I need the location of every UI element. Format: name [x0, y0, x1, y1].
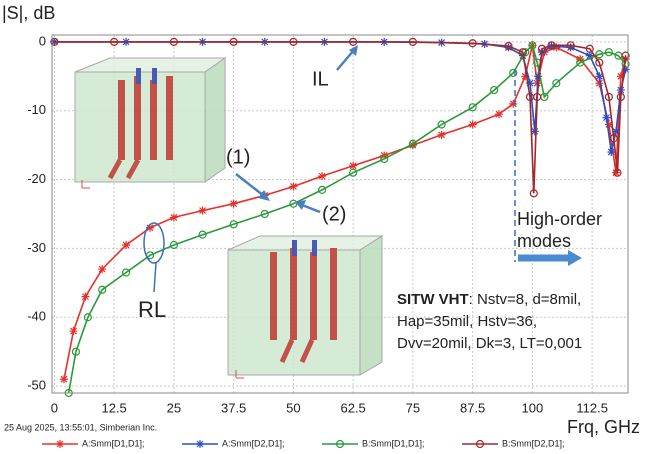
marker: [122, 241, 130, 249]
model-side: [360, 236, 382, 375]
x-tick-label: 12.5: [101, 400, 126, 415]
sitw-line: Dvv=20mil, Dk=3, LT=0,001: [397, 335, 582, 352]
x-tick-label: 0: [51, 400, 58, 415]
annotation: modes: [517, 231, 571, 251]
sitw-line: : Nstv=8, d=8mil,: [469, 291, 582, 308]
marker: [289, 182, 297, 190]
annotation: SITW VHT: Nstv=8, d=8mil,: [397, 291, 581, 308]
marker: [199, 207, 207, 215]
legend-label: B:Smm[D2,D1];: [502, 438, 565, 448]
model-image: [228, 236, 382, 378]
marker: [469, 121, 477, 129]
model-side: [205, 58, 225, 182]
x-tick-label: 100: [522, 400, 544, 415]
model-via: [150, 80, 157, 160]
annotation: IL: [312, 68, 329, 90]
model-via: [136, 68, 141, 84]
model-via: [152, 68, 157, 84]
marker: [318, 172, 326, 180]
annotation: High-order: [517, 209, 602, 229]
legend-label: B:Smm[D1,D1];: [362, 438, 425, 448]
y-tick-label: -30: [27, 240, 46, 255]
marker: [495, 110, 503, 118]
x-tick-label: 87.5: [460, 400, 485, 415]
x-tick-label: 50: [286, 400, 300, 415]
x-tick-label: 75: [406, 400, 420, 415]
marker: [81, 293, 89, 301]
y-tick-label: -20: [27, 171, 46, 186]
marker: [170, 213, 178, 221]
marker: [70, 327, 78, 335]
chart: |S|, dB Frq, GHz 25 Aug 2025, 13:55:01, …: [0, 0, 647, 454]
marker: [509, 100, 517, 108]
marker: [196, 440, 204, 448]
marker: [438, 131, 446, 139]
model-via: [312, 240, 317, 256]
y-tick-label: -50: [27, 378, 46, 393]
annotation: RL: [138, 297, 166, 322]
x-tick-label: 25: [167, 400, 181, 415]
marker: [602, 114, 610, 122]
marker: [60, 375, 68, 383]
model-via: [118, 80, 125, 160]
marker: [230, 200, 238, 208]
x-tick-label: 37.5: [221, 400, 246, 415]
y-axis-label: |S|, dB: [2, 3, 55, 23]
model-via: [134, 76, 141, 160]
x-tick-label: 112.5: [576, 400, 608, 415]
legend-label: A:Smm[D1,D1];: [82, 438, 145, 448]
model-via: [292, 240, 297, 256]
y-tick-label: 0: [39, 33, 46, 48]
sitw-line: Hap=35mil, Hstv=36,: [397, 313, 537, 330]
sitw-title: SITW VHT: [397, 291, 469, 308]
annotation: (1): [226, 146, 250, 168]
model-via: [330, 248, 337, 340]
model-via: [310, 252, 317, 340]
model-via: [166, 76, 173, 160]
model-via: [270, 252, 277, 340]
model-via: [290, 248, 297, 340]
marker: [98, 265, 106, 273]
marker: [56, 440, 64, 448]
marker: [607, 148, 615, 156]
footer: 25 Aug 2025, 13:55:01, Simberian Inc.: [4, 422, 157, 432]
legend-label: A:Smm[D2,D1];: [222, 438, 285, 448]
annotation: (2): [322, 203, 346, 225]
x-axis-label: Frq, GHz: [567, 417, 640, 437]
y-tick-label: -40: [27, 309, 46, 324]
model-image: [75, 58, 225, 188]
y-tick-label: -10: [27, 102, 46, 117]
x-tick-label: 62.5: [340, 400, 365, 415]
